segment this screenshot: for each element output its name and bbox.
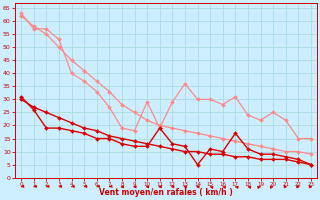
X-axis label: Vent moyen/en rafales ( km/h ): Vent moyen/en rafales ( km/h )	[99, 188, 233, 197]
